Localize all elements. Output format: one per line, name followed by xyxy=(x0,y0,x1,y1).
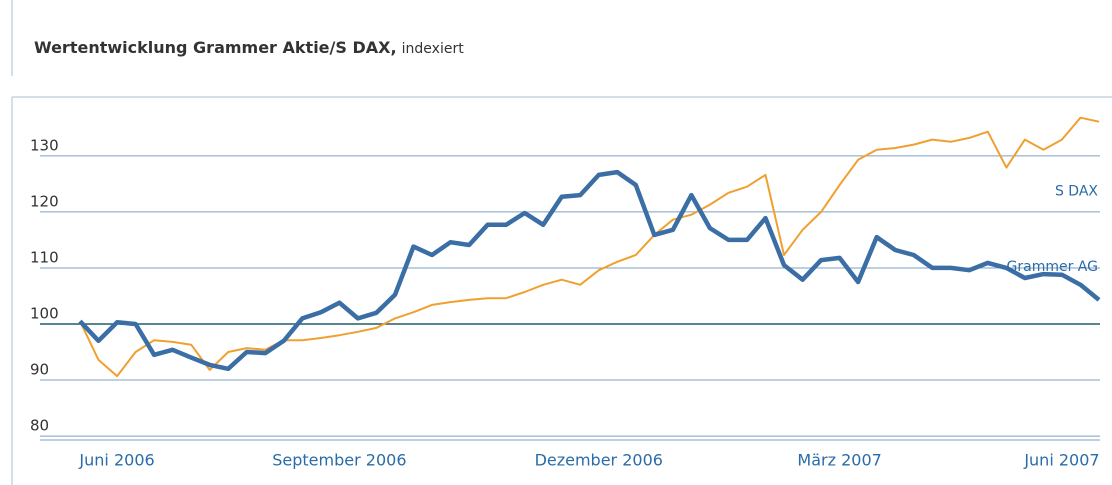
line-series xyxy=(78,169,1101,372)
y-tick-label: 120 xyxy=(30,192,59,210)
y-tick-label: 130 xyxy=(30,136,59,154)
y-tick-label: 100 xyxy=(30,304,59,322)
chart-subtitle: indexiert xyxy=(401,41,464,57)
y-tick-label: 90 xyxy=(30,361,49,379)
x-tick-label: September 2006 xyxy=(272,451,406,470)
y-tick-label: 80 xyxy=(30,417,49,435)
series-label: Grammer AG xyxy=(1007,259,1098,275)
x-tick-label: Juni 2007 xyxy=(1023,451,1099,470)
x-tick-label: Juni 2006 xyxy=(78,451,154,470)
x-tick-label: März 2007 xyxy=(797,451,881,470)
x-tick-label: Dezember 2006 xyxy=(535,451,663,470)
series-label: S DAX xyxy=(1055,184,1098,200)
y-tick-label: 110 xyxy=(30,248,59,266)
line-series xyxy=(79,116,1100,378)
chart-title: Wertentwicklung Grammer Aktie/S DAX, xyxy=(34,38,397,57)
header: Wertentwicklung Grammer Aktie/S DAX, ind… xyxy=(34,38,464,57)
